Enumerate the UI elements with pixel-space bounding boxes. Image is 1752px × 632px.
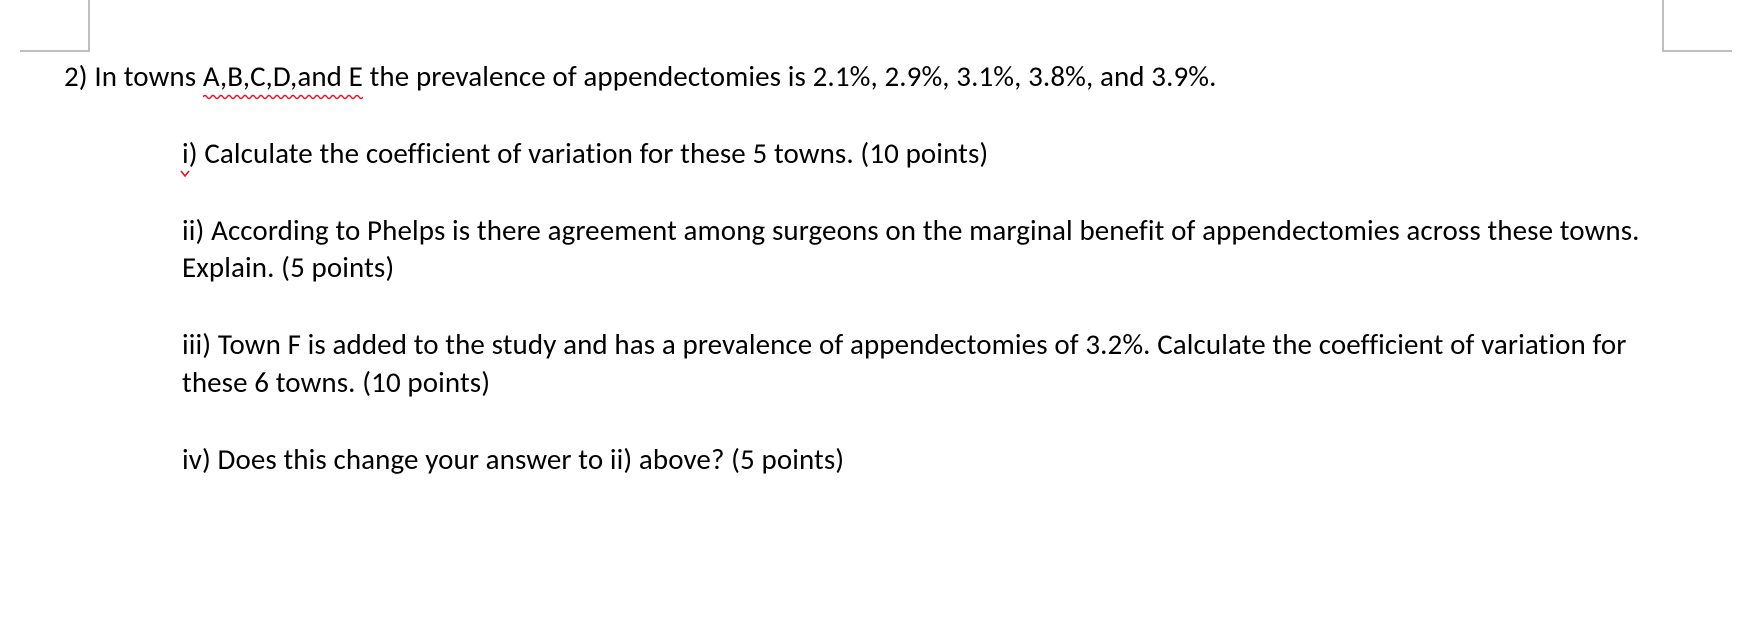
caret-mark-icon xyxy=(180,170,192,178)
part-i-text: ) Calculate the coefficient of variation… xyxy=(189,135,989,171)
spellcheck-span: A,B,C,D,and xyxy=(203,58,342,95)
part-iv-text: Does this change your answer to ii) abov… xyxy=(218,441,845,477)
part-ii-text: According to Phelps is there agreement a… xyxy=(182,212,1640,285)
part-ii-label: ii) xyxy=(182,212,211,248)
crop-mark-top-right xyxy=(1662,0,1732,52)
stem-text-before: In towns xyxy=(94,58,202,94)
spellcheck-wave-icon xyxy=(203,94,363,100)
part-iv-label: iv) xyxy=(182,441,218,477)
question-block: 2) In towns A,B,C,D,and E the prevalence… xyxy=(64,58,1688,478)
part-iii-label: iii) xyxy=(182,326,218,362)
spellcheck-text: A,B,C,D,and xyxy=(203,58,342,94)
question-stem: 2) In towns A,B,C,D,and E the prevalence… xyxy=(64,58,1688,95)
part-iii: iii) Town F is added to the study and ha… xyxy=(64,326,1688,400)
part-ii: ii) According to Phelps is there agreeme… xyxy=(64,212,1688,286)
stem-text-after: E the prevalence of appendectomies is 2.… xyxy=(342,58,1217,94)
part-i-label-with-caret: i xyxy=(182,135,189,172)
part-iv: iv) Does this change your answer to ii) … xyxy=(64,441,1688,478)
part-i: i) Calculate the coefficient of variatio… xyxy=(64,135,1688,172)
part-iii-text: Town F is added to the study and has a p… xyxy=(182,326,1626,399)
crop-mark-top-left xyxy=(20,0,90,52)
question-number: 2) xyxy=(64,58,94,94)
document-page: 2) In towns A,B,C,D,and E the prevalence… xyxy=(0,0,1752,632)
part-i-label: i xyxy=(182,135,189,171)
